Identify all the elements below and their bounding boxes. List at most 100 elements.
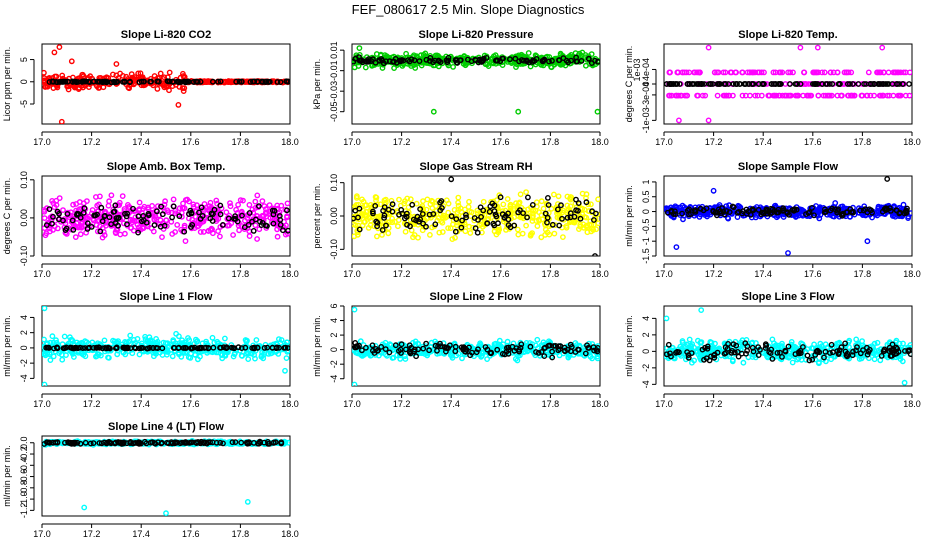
data-point-outlier [884, 176, 891, 182]
y-tick-label: 0 [329, 347, 339, 352]
panel-4: Slope Amb. Box Temp.17.0 17.2 17.4 17.6 17.8… [2, 161, 299, 279]
data-point [96, 344, 103, 351]
data-point [278, 202, 285, 209]
panel-3: Slope Li-820 Temp.17.0 17.2 17.4 17.6 17.8 18… [624, 29, 921, 147]
data-point [804, 352, 811, 359]
data-point [274, 233, 281, 240]
data-point [196, 209, 202, 216]
data-point-outlier [698, 307, 705, 313]
data-point [56, 195, 63, 202]
data-point [454, 59, 461, 66]
data-point [549, 57, 555, 64]
data-point [874, 339, 881, 346]
data-point [672, 211, 679, 218]
series-1 [664, 187, 912, 256]
data-point [103, 79, 110, 86]
points [664, 44, 912, 124]
data-point [497, 194, 504, 201]
data-point-outlier [710, 187, 717, 194]
data-point [850, 209, 856, 216]
data-point [355, 214, 361, 221]
data-point [170, 337, 177, 343]
data-point [251, 345, 258, 352]
data-point [50, 226, 56, 233]
y-tick-label: -4 [329, 375, 339, 383]
data-point [362, 64, 369, 71]
data-point [683, 343, 689, 350]
data-point [810, 69, 817, 76]
data-point [228, 220, 235, 227]
points [664, 176, 912, 256]
y-axis-note: 1e-03 [632, 58, 642, 81]
x-tick-label: 17.4 [754, 137, 772, 147]
data-point [159, 234, 165, 241]
data-point [215, 78, 222, 85]
data-point [734, 81, 740, 87]
data-point [71, 354, 77, 360]
data-point [94, 211, 100, 218]
data-point [536, 216, 542, 223]
data-point [150, 228, 157, 235]
points [352, 306, 600, 386]
x-tick-label: 18.0 [591, 399, 609, 409]
data-point [262, 206, 269, 213]
data-point [98, 204, 105, 211]
data-point [153, 350, 159, 357]
data-point [173, 330, 180, 337]
data-point [748, 214, 755, 221]
data-point [855, 81, 862, 87]
data-point [362, 58, 369, 65]
data-point [573, 196, 579, 203]
data-point [132, 345, 139, 352]
data-point [105, 354, 111, 361]
data-point [207, 227, 214, 234]
series-1 [664, 307, 912, 386]
data-point [460, 344, 467, 351]
x-tick-label: 17.4 [132, 137, 150, 147]
data-point [837, 81, 843, 87]
y-tick-label: -0.5 [641, 219, 651, 235]
data-point [137, 70, 144, 77]
data-point [493, 213, 500, 220]
data-point [556, 222, 563, 229]
points [42, 192, 290, 245]
x-tick-label: 17.2 [705, 137, 723, 147]
data-point [879, 208, 886, 215]
data-point [778, 344, 785, 351]
data-point [494, 346, 501, 353]
data-point [153, 335, 160, 342]
data-point [473, 349, 480, 356]
data-point [477, 210, 484, 217]
data-point [705, 348, 712, 355]
data-point [284, 345, 290, 351]
y-tick-label: 6 [329, 303, 339, 308]
data-point [249, 78, 256, 85]
data-point [253, 337, 260, 343]
data-point [873, 351, 880, 358]
data-point [834, 69, 841, 76]
data-point [798, 356, 805, 363]
data-point-outlier [594, 108, 600, 115]
panel-title: Slope Sample Flow [738, 161, 839, 173]
data-point [358, 347, 365, 354]
data-point [905, 215, 911, 222]
data-point-outlier [356, 45, 363, 51]
data-point [419, 211, 426, 217]
data-point [60, 345, 67, 352]
data-point [427, 60, 434, 67]
data-point [80, 200, 87, 207]
data-point [827, 69, 834, 76]
data-point [515, 231, 522, 238]
data-point [740, 359, 747, 366]
points [42, 306, 290, 386]
data-point [896, 81, 902, 87]
data-point [147, 337, 154, 344]
data-point [381, 214, 387, 221]
data-point-outlier [56, 44, 63, 50]
data-point [549, 348, 555, 355]
data-point [819, 81, 826, 87]
y-axis-label: degrees C per min. [2, 178, 12, 255]
data-point [698, 339, 705, 345]
data-point [797, 81, 804, 87]
